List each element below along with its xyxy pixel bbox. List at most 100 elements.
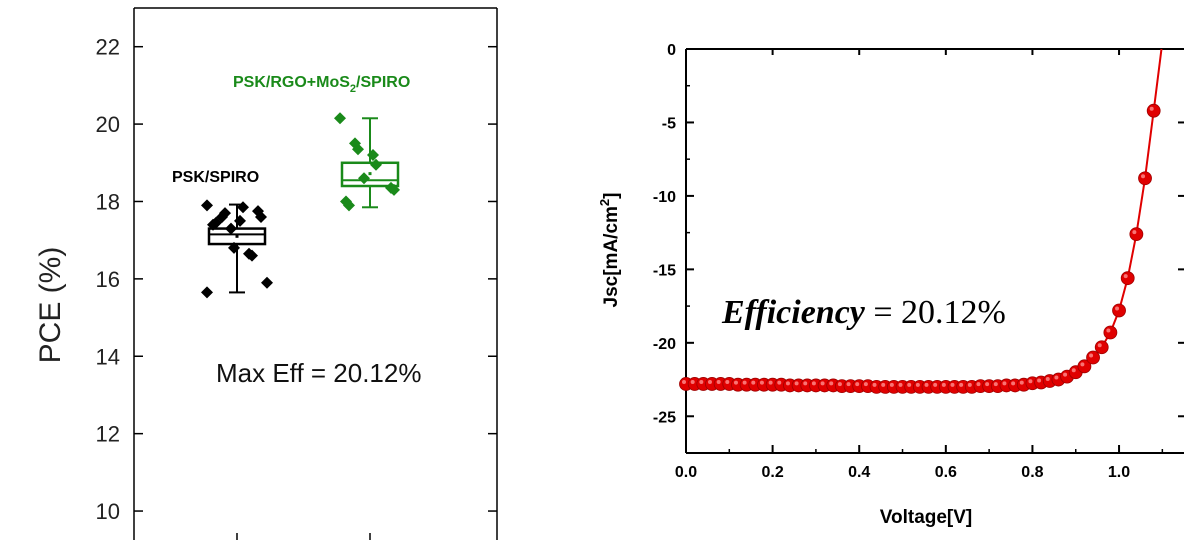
box-plot-groups (201, 112, 400, 299)
jv-y-label-superscript: 2 (597, 199, 612, 206)
box-data-point (237, 201, 249, 214)
jv-data-point-highlight (1019, 380, 1024, 385)
jv-x-tick-label: 0.2 (761, 464, 783, 481)
jv-data-point-highlight (941, 382, 946, 387)
jv-data-point-highlight (794, 381, 799, 386)
box-mean-marker (368, 172, 372, 176)
jv-data-point-highlight (1045, 377, 1050, 382)
jv-data-point-highlight (924, 382, 929, 387)
box-data-point (210, 216, 222, 229)
box-plot-y-tick-label: 18 (96, 189, 120, 214)
jv-plot-x-axis-label: Voltage[V] (880, 507, 973, 528)
box-data-point (352, 143, 364, 156)
jv-data-point-highlight (837, 382, 842, 387)
box-data-point (261, 276, 273, 289)
jv-y-label-end: ] (601, 193, 622, 199)
jv-data-point-highlight (1132, 230, 1137, 235)
jv-data-point-highlight (716, 379, 721, 384)
jv-x-tick-label: 0.0 (675, 464, 697, 481)
jv-data-point-highlight (699, 379, 704, 384)
box-plot-x-ticks (236, 533, 371, 540)
jv-data-point (1146, 103, 1161, 118)
box-plot-panel: 10 12 14 16 18 20 22 PCE (%) PSK/SPIRO PSK/RGO… (34, 7, 498, 540)
jv-data-point-highlight (1080, 362, 1085, 367)
jv-data-point-highlight (690, 379, 695, 384)
box-group-label-suffix: /SPIRO (356, 74, 410, 91)
jv-data-point-highlight (777, 380, 782, 385)
jv-data-point-highlight (742, 380, 747, 385)
box-data-point (234, 214, 246, 227)
jv-data-point-highlight (682, 379, 686, 384)
jv-data-point-highlight (1028, 379, 1033, 384)
jv-efficiency-value: = 20.12% (865, 294, 1006, 331)
jv-x-tick-label: 1.0 (1108, 464, 1130, 481)
jv-y-tick-label: -5 (662, 115, 676, 132)
jv-data-point-highlight (751, 380, 756, 385)
jv-y-tick-label: -20 (653, 336, 676, 353)
jv-data-point (1094, 340, 1109, 355)
jv-data-point-highlight (985, 382, 990, 387)
jv-data-point-highlight (1002, 381, 1007, 386)
box-data-point (388, 183, 400, 196)
box-data-point (228, 241, 240, 254)
jv-plot-right-ticks (1178, 48, 1184, 418)
jv-data-point (1138, 171, 1152, 186)
jv-data-point-highlight (803, 381, 808, 386)
box-plot-y-axis-label: PCE (%) (34, 247, 67, 364)
jv-data-point-highlight (1071, 368, 1076, 373)
jv-data-point-highlight (1149, 106, 1154, 111)
box-group-label-subscript: 2 (350, 83, 356, 95)
jv-efficiency-annotation: Efficiency = 20.12% (721, 294, 1006, 331)
box-data-point (246, 249, 258, 262)
jv-data-point-highlight (872, 382, 877, 387)
jv-plot-x-ticks: 0.0 0.2 0.4 0.6 0.8 1.0 (675, 49, 1164, 481)
box-group-label-psk-rgo-mos2: PSK/RGO+MoS2/SPIRO (233, 74, 410, 95)
jv-data-point-highlight (1011, 381, 1016, 386)
box-plot-y-tick-label: 10 (96, 499, 120, 524)
jv-data-point-highlight (889, 382, 894, 387)
jv-x-tick-label: 0.6 (935, 464, 957, 481)
box-plot-y-tick-label: 20 (96, 112, 120, 137)
jv-data-point-highlight (785, 381, 790, 386)
box-plot-y-tick-label: 14 (96, 344, 120, 369)
jv-data-point (1086, 350, 1100, 365)
jv-data-point-highlight (898, 382, 903, 387)
jv-data-point-highlight (950, 382, 955, 387)
jv-plot-y-axis-label: Jsc[mA/cm2] (597, 193, 622, 308)
jv-data-point-highlight (820, 381, 825, 386)
jv-y-tick-label: -15 (653, 262, 676, 279)
jv-data-point-highlight (1089, 353, 1094, 358)
box-plot-y-tick-label: 22 (96, 35, 120, 60)
jv-data-point (1112, 303, 1126, 318)
box-data-point (219, 207, 231, 220)
box-data-point (343, 199, 355, 212)
jv-data-point-highlight (915, 382, 920, 387)
box-data-point (334, 112, 346, 125)
jv-data-point-highlight (707, 379, 712, 384)
jv-x-tick-label: 0.4 (848, 464, 870, 481)
jv-data-point-highlight (1141, 174, 1146, 179)
box-group-label-psk-spiro: PSK/SPIRO (172, 169, 259, 186)
jv-x-tick-label: 0.8 (1021, 464, 1043, 481)
jv-y-tick-label: -10 (653, 189, 676, 206)
box-plot-max-efficiency-annotation: Max Eff = 20.12% (216, 358, 421, 388)
jv-y-label-main: Jsc[mA/cm (601, 206, 622, 307)
jv-plot-y-ticks: 0 -5 -10 -15 -20 -25 (653, 42, 694, 426)
jv-y-tick-label: -25 (653, 409, 676, 426)
jv-data-point-highlight (1063, 372, 1068, 377)
jv-y-tick-label: 0 (667, 42, 676, 59)
jv-data-point-highlight (863, 382, 868, 387)
jv-data-point-highlight (855, 382, 860, 387)
box-data-point (367, 149, 379, 162)
jv-data-point-highlight (733, 380, 738, 385)
box-data-point (370, 158, 382, 171)
jv-data-point-highlight (1123, 274, 1128, 279)
jv-data-point-highlight (1097, 343, 1102, 348)
jv-data-point (1129, 227, 1144, 242)
jv-data-point-highlight (976, 382, 981, 387)
box-mean-marker (235, 234, 239, 238)
jv-data-point-highlight (993, 382, 998, 387)
jv-series (679, 48, 1163, 394)
jv-data-point-highlight (967, 382, 972, 387)
